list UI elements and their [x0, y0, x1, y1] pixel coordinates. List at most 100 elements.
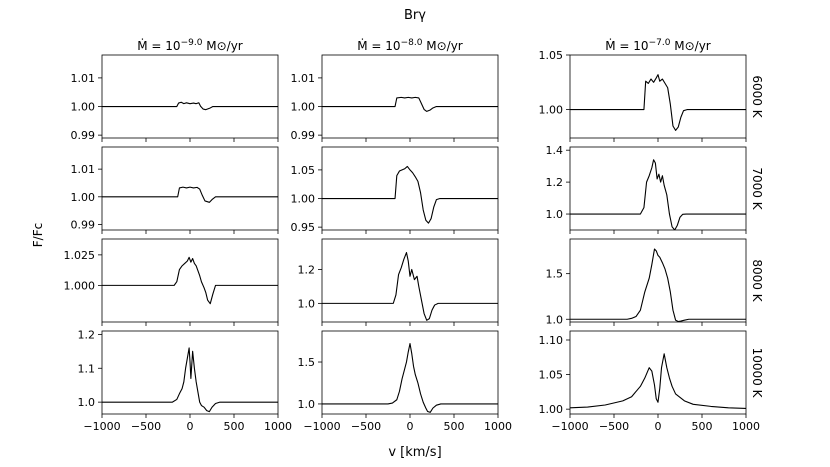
line-panel: 0.99 1.00 1.01 [291, 54, 499, 142]
y-tick-label: 1.10 [539, 334, 564, 347]
column-title: Ṁ = 10−7.0 M⊙/yr [605, 38, 711, 53]
y-tick-label: 1.00 [539, 104, 564, 117]
y-tick-label: 1.4 [546, 144, 564, 157]
x-tick-label: 1000 [732, 420, 760, 433]
profile-line [102, 347, 278, 413]
x-tick-label: 500 [692, 420, 713, 433]
y-tick-label: 1.1 [78, 362, 96, 375]
y-tick-label: 1.025 [64, 249, 96, 262]
y-tick-label: 1.01 [71, 163, 96, 176]
y-tick-label: 1.00 [291, 101, 316, 114]
profile-line [322, 165, 498, 224]
profile-line [570, 353, 746, 410]
y-tick-label: 0.95 [291, 221, 316, 234]
x-tick-label: 1000 [484, 420, 512, 433]
y-tick-label: 1.0 [78, 396, 96, 409]
y-tick-label: 1.0 [546, 208, 564, 221]
x-tick-label: 0 [187, 420, 194, 433]
profile-line [102, 256, 278, 305]
profile-line [322, 343, 498, 413]
column-title: Ṁ = 10−8.0 M⊙/yr [357, 38, 463, 53]
panel-frame [321, 330, 499, 415]
line-panel: 1.00 1.05 1.10 −1000 −500 0 500 1000 [539, 330, 760, 433]
y-tick-label: 1.00 [539, 403, 564, 416]
x-tick-label: −500 [351, 420, 381, 433]
panel-frame [321, 238, 499, 323]
y-tick-label: 1.0 [546, 313, 564, 326]
y-tick-label: 1.000 [64, 279, 96, 292]
column-title-suffix: M⊙/yr [422, 39, 462, 53]
y-tick-label: 1.5 [298, 356, 316, 369]
y-tick-label: 1.00 [291, 193, 316, 206]
y-tick-label: 0.99 [71, 218, 96, 231]
panel-frame [569, 330, 747, 415]
y-tick-label: 1.2 [78, 328, 96, 341]
figure-title: Brγ [404, 8, 426, 23]
line-panel: 0.99 1.00 1.01 [71, 54, 279, 142]
y-tick-label: 1.05 [291, 164, 316, 177]
y-tick-label: 0.99 [71, 129, 96, 142]
y-tick-label: 1.05 [539, 49, 564, 62]
line-panel: 0.95 1.00 1.05 [291, 146, 499, 234]
line-panel: 1.00 1.05 [539, 49, 747, 142]
y-tick-label: 1.0 [298, 297, 316, 310]
x-tick-label: −500 [599, 420, 629, 433]
column-title-suffix: M⊙/yr [202, 39, 242, 53]
column-title-suffix: M⊙/yr [670, 39, 710, 53]
profile-line [102, 186, 278, 203]
panel-frame [321, 54, 499, 139]
x-tick-label: −500 [131, 420, 161, 433]
row-label: 6000 K [750, 75, 764, 118]
profile-line [570, 248, 746, 322]
line-panel: 0.99 1.00 1.01 [71, 146, 279, 234]
y-tick-label: 1.01 [71, 72, 96, 85]
row-label: 8000 K [750, 259, 764, 302]
profile-line [102, 101, 278, 111]
x-tick-label: −1000 [83, 420, 120, 433]
panel-frame [569, 146, 747, 231]
panel-frame [101, 330, 279, 415]
column-title-exponent: −7.0 [649, 38, 671, 48]
panel-grid: Ṁ = 10−9.0 M⊙/yr Ṁ = 10−8.0 M⊙/yr Ṁ = 10−7… [64, 38, 765, 433]
line-panel: 1.0 1.2 1.4 [546, 144, 747, 234]
line-panel: 1.0 1.5 [546, 238, 747, 326]
x-tick-label: 500 [224, 420, 245, 433]
panel-frame [101, 238, 279, 323]
column-title-prefix: Ṁ = 10 [605, 38, 648, 53]
y-tick-label: 1.5 [546, 268, 564, 281]
profile-line [570, 159, 746, 230]
panel-frame [101, 54, 279, 139]
column-title-exponent: −9.0 [181, 38, 203, 48]
panel-frame [569, 54, 747, 139]
x-tick-label: −1000 [303, 420, 340, 433]
column-title: Ṁ = 10−9.0 M⊙/yr [137, 38, 243, 53]
profile-line [322, 252, 498, 321]
panel-frame [569, 238, 747, 323]
x-tick-label: 0 [655, 420, 662, 433]
panel-frame [321, 146, 499, 231]
y-tick-label: 1.2 [546, 176, 564, 189]
column-title-exponent: −8.0 [401, 38, 423, 48]
y-tick-label: 0.99 [291, 129, 316, 142]
row-label: 7000 K [750, 167, 764, 210]
column-title-prefix: Ṁ = 10 [357, 38, 400, 53]
y-tick-label: 1.00 [71, 101, 96, 114]
row-label: 10000 K [750, 348, 764, 399]
line-panel: 1.0 1.1 1.2 −1000 −500 0 500 1000 [78, 328, 293, 433]
y-tick-label: 1.05 [539, 369, 564, 382]
profile-line [322, 96, 498, 112]
panel-frame [101, 146, 279, 231]
x-tick-label: 500 [444, 420, 465, 433]
y-tick-label: 1.01 [291, 72, 316, 85]
y-tick-label: 1.00 [71, 191, 96, 204]
x-tick-label: 1000 [264, 420, 292, 433]
y-tick-label: 1.0 [298, 398, 316, 411]
y-axis-label: F/Fc [31, 223, 45, 247]
line-panel: 1.0 1.5 −1000 −500 0 500 1000 [298, 330, 512, 433]
x-axis-label: v [km/s] [388, 445, 441, 460]
y-tick-label: 1.2 [298, 263, 316, 276]
line-panel: 1.0 1.2 [298, 238, 499, 326]
line-panel: 1.000 1.025 [64, 238, 279, 326]
profile-line [570, 74, 746, 131]
